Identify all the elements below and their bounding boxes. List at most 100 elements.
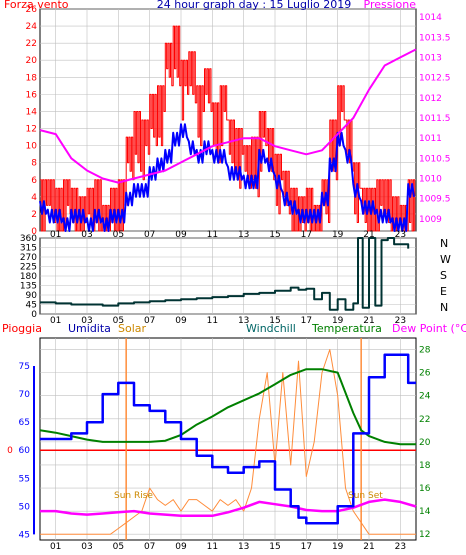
temperature-label: Temperatura: [311, 322, 382, 335]
x-axis-tick: 23: [395, 542, 406, 552]
temperature-axis-tick: 14: [419, 507, 431, 517]
dir-letter-n-bottom: N: [440, 301, 448, 314]
wind-axis-tick: 14: [26, 107, 38, 117]
pressure-axis-tick: 1012: [419, 94, 442, 104]
pressure-axis-tick: 1011: [419, 134, 442, 144]
x-axis-tick: 13: [238, 542, 249, 552]
direction-axis-tick: 315: [20, 244, 37, 254]
x-axis-tick: 07: [144, 542, 155, 552]
x-axis-tick: 19: [332, 230, 344, 240]
x-axis-tick: 21: [363, 230, 374, 240]
temperature-axis-tick: 16: [419, 484, 431, 494]
direction-axis-tick: 45: [26, 301, 37, 311]
wind-axis-tick: 10: [26, 142, 38, 152]
pressure-axis-tick: 1012.5: [419, 74, 451, 84]
direction-axis-tick: 180: [20, 272, 37, 282]
wind-axis-tick: 8: [31, 159, 37, 169]
solar-series: [40, 349, 416, 535]
pressure-axis-tick: 1009.5: [419, 195, 451, 205]
wind-axis-tick: 0: [31, 227, 37, 237]
pressure-axis-tick: 1014: [419, 13, 442, 23]
x-axis-tick: 01: [50, 230, 61, 240]
x-axis-tick: 21: [363, 542, 374, 552]
dewpoint-series: [40, 498, 417, 518]
x-axis-tick: 05: [113, 542, 124, 552]
pressure-series: [39, 48, 417, 184]
wind-axis-tick: 18: [26, 73, 38, 83]
x-axis-tick: 11: [207, 230, 218, 240]
temperature-axis-tick: 28: [419, 346, 431, 356]
temperature-series: [39, 368, 416, 446]
series-layer: [39, 25, 417, 540]
dir-letter-w: W: [440, 253, 451, 266]
x-axis-tick: 03: [81, 316, 92, 326]
direction-axis-tick: 90: [26, 291, 38, 301]
wind-axis-tick: 16: [26, 90, 38, 100]
dewpoint-label: Dew Point (°C): [392, 322, 466, 335]
sunset-annotation: Sun Set: [348, 491, 383, 501]
x-axis-tick: 03: [81, 542, 92, 552]
x-axis-tick: 11: [207, 316, 218, 326]
wind-axis-tick: 6: [31, 176, 37, 186]
wind-axis-tick: 22: [26, 39, 37, 49]
wind-direction-series: [40, 237, 410, 311]
humidity-axis-tick: 60: [19, 446, 31, 456]
direction-axis-tick: 0: [31, 310, 37, 320]
rain-axis-tick: 0: [7, 446, 13, 456]
humidity-axis-tick: 75: [19, 362, 30, 372]
pressure-axis-tick: 1010.5: [419, 154, 451, 164]
x-axis-tick: 09: [175, 542, 187, 552]
pressure-axis-tick: 1009: [419, 215, 442, 225]
windchill-label: Windchill: [246, 322, 296, 335]
humidity-axis-tick: 45: [19, 530, 30, 540]
dir-letter-n-top: N: [440, 237, 448, 250]
sunrise-annotation: Sun Rise: [114, 491, 153, 501]
humidity-axis-tick: 65: [19, 418, 30, 428]
x-axis-tick: 07: [144, 230, 155, 240]
x-axis-tick: 15: [269, 230, 280, 240]
x-axis-tick: 13: [238, 316, 249, 326]
x-axis-tick: 15: [269, 542, 280, 552]
humidity-axis-tick: 70: [19, 390, 31, 400]
x-axis-tick: 17: [301, 316, 312, 326]
temperature-axis-tick: 26: [419, 369, 431, 379]
x-axis-tick: 19: [332, 542, 344, 552]
humidity-axis-tick: 50: [19, 502, 31, 512]
temperature-axis-tick: 22: [419, 415, 430, 425]
x-axis-tick: 01: [50, 542, 61, 552]
pressure-axis-tick: 1013.5: [419, 33, 451, 43]
temperature-axis-tick: 12: [419, 530, 430, 540]
x-axis-tick: 17: [301, 542, 312, 552]
x-axis-tick: 19: [332, 316, 344, 326]
x-axis-tick: 23: [395, 230, 406, 240]
x-axis-tick: 21: [363, 316, 374, 326]
wind-axis-tick: 12: [26, 125, 37, 135]
x-axis-tick: 15: [269, 316, 280, 326]
humidity-axis-tick: 55: [19, 474, 30, 484]
x-axis-tick: 17: [301, 230, 312, 240]
x-axis-tick: 03: [81, 230, 92, 240]
tick-labels: 0246810121416182022242610091009.51010101…: [7, 5, 450, 552]
humidity-label: Umidita: [68, 322, 111, 335]
wind-axis-tick: 20: [26, 56, 38, 66]
x-axis-tick: 09: [175, 316, 187, 326]
wind-axis-tick: 24: [26, 22, 38, 32]
direction-axis-tick: 360: [20, 234, 37, 244]
wind-axis-tick: 4: [31, 193, 37, 203]
direction-axis-tick: 270: [20, 253, 37, 263]
temperature-axis-tick: 20: [419, 438, 431, 448]
x-axis-tick: 11: [207, 542, 218, 552]
x-axis-tick: 13: [238, 230, 249, 240]
solar-label: Solar: [118, 322, 147, 335]
wind-axis-tick: 2: [31, 210, 37, 220]
direction-axis-tick: 225: [20, 263, 37, 273]
pressure-axis-tick: 1013: [419, 53, 442, 63]
wind-axis-tick: 26: [26, 5, 38, 15]
pressure-title: Pressione: [364, 0, 417, 11]
x-axis-tick: 23: [395, 316, 406, 326]
rain-label: Pioggia: [2, 322, 42, 335]
temperature-axis-tick: 24: [419, 392, 431, 402]
